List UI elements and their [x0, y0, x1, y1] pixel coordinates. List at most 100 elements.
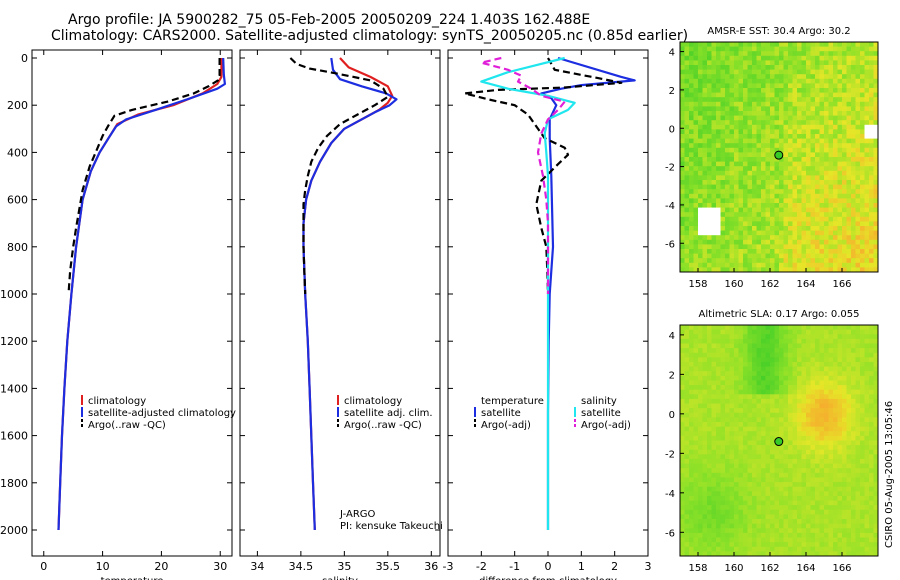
sla-map-cell — [734, 509, 739, 515]
sla-map-cell — [810, 491, 816, 497]
sla-map-cell — [702, 505, 708, 511]
sst-map-cell — [873, 46, 879, 52]
sst-map-cell — [806, 152, 811, 158]
sst-map-cell — [770, 235, 775, 241]
sla-map-cell — [833, 375, 838, 381]
sst-map-cell — [734, 230, 739, 236]
sla-map-cell — [680, 398, 685, 404]
sla-map-cell — [747, 532, 753, 538]
sst-map-cell — [725, 74, 730, 80]
sst-map-cell — [779, 175, 784, 181]
sla-map-cell — [693, 468, 699, 474]
diff-legend-sal-argo-label: Argo(-adj) — [581, 420, 631, 431]
sla-map-cell — [815, 417, 820, 423]
sla-map-cell — [824, 435, 829, 441]
sla-map-cell — [806, 357, 811, 363]
sst-map-cell — [761, 262, 766, 268]
sst-map-cell — [725, 83, 730, 89]
sla-map-cell — [851, 537, 856, 543]
sla-map-cell — [846, 398, 852, 404]
sla-map-cell — [837, 334, 843, 340]
sst-map-cell — [837, 74, 843, 80]
sst-map-cell — [873, 184, 879, 190]
sla-map-cell — [765, 417, 771, 423]
sla-map-cell — [680, 542, 685, 548]
sst-map-cell — [711, 143, 717, 149]
sla-map-cell — [873, 431, 879, 437]
sst-map-cell — [801, 244, 807, 250]
sla-map-cell — [680, 343, 685, 349]
sla-map-cell — [855, 486, 861, 492]
sst-map-cell — [837, 267, 843, 273]
sst-map-cell — [756, 69, 762, 75]
sla-map-cell — [716, 500, 721, 506]
sla-map-cell — [743, 398, 748, 404]
sst-map-cell — [725, 203, 730, 208]
sst-map-cell — [738, 83, 744, 89]
sst-map-cell — [810, 124, 816, 130]
sst-map-cell — [846, 120, 852, 126]
sla-map-cell — [720, 519, 726, 525]
sst-map-cell — [693, 207, 699, 213]
sst-map-cell — [729, 207, 735, 213]
sla-map-cell — [833, 514, 838, 520]
sla-map-cell — [864, 440, 870, 446]
sla-map-cell — [860, 366, 865, 372]
sst-map-cell — [860, 221, 865, 227]
sla-map-cell — [693, 357, 699, 363]
sst-map-cell — [756, 147, 762, 153]
sla-map-cell — [756, 389, 762, 395]
sla-map-cell — [770, 495, 775, 501]
sla-map-cell — [734, 417, 739, 423]
sla-map-cell — [684, 449, 690, 455]
sst-map-cell — [824, 92, 829, 98]
sst-map-cell — [792, 239, 798, 245]
sla-map-cell — [702, 348, 708, 354]
sst-map-cell — [869, 221, 874, 227]
sst-map-cell — [873, 152, 879, 158]
sla-map-cell — [738, 514, 744, 520]
sst-map-cell — [711, 157, 717, 162]
sst-map-cell — [698, 267, 703, 273]
sla-map-cell — [689, 403, 694, 409]
sla-map-cell — [801, 495, 807, 501]
sst-map-cell — [752, 193, 757, 199]
sst-map-cell — [752, 235, 757, 241]
sla-map-cell — [873, 546, 879, 552]
sst-map-cell — [693, 115, 699, 121]
sla-map-cell — [707, 546, 712, 552]
sla-map-cell — [711, 426, 717, 432]
sst-map-cell — [810, 115, 816, 121]
sst-map-cell — [833, 193, 838, 199]
sla-map-cell — [734, 542, 739, 548]
sst-map-cell — [765, 207, 771, 213]
sla-map-cell — [846, 348, 852, 354]
sst-map-cell — [774, 124, 780, 130]
sst-map-xtick-label: 164 — [796, 279, 815, 290]
sla-map-cell — [761, 546, 766, 552]
sst-map-cell — [864, 88, 870, 93]
sst-map-cell — [738, 166, 744, 172]
sst-map-cell — [720, 83, 726, 89]
sla-map-cell — [770, 537, 775, 543]
sst-map-cell — [855, 97, 861, 103]
sst-map-cell — [747, 170, 753, 176]
sst-map-cell — [819, 249, 825, 254]
sst-map-cell — [716, 226, 721, 231]
sst-map-cell — [783, 134, 789, 139]
sla-map-cell — [815, 422, 820, 428]
sst-map-cell — [842, 147, 847, 153]
sla-map-cell — [738, 352, 744, 358]
sla-map-cell — [860, 394, 865, 400]
sla-map-cell — [842, 412, 847, 418]
sst-map-cell — [707, 216, 712, 222]
temperature-profile-xtick-label: 30 — [213, 560, 227, 573]
sst-map-cell — [711, 51, 717, 57]
sst-map-cell — [765, 216, 771, 222]
sst-map-cell — [752, 129, 757, 135]
sla-map-cell — [770, 519, 775, 525]
sla-map-cell — [860, 375, 865, 381]
sst-map-cell — [738, 143, 744, 149]
sla-map-cell — [698, 385, 703, 391]
sla-map-cell — [774, 449, 780, 455]
